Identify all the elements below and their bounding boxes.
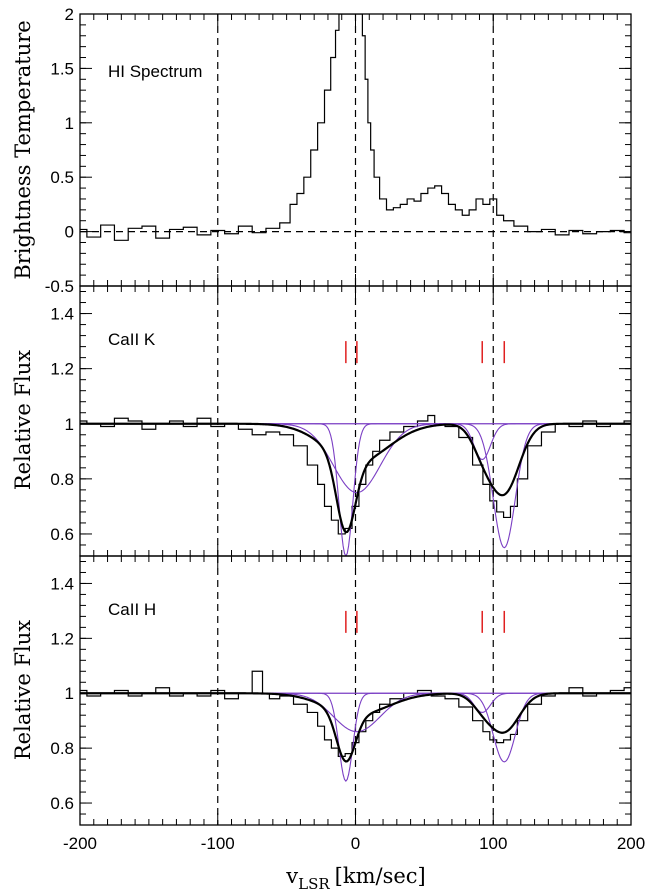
y-tick-label: 0.6 [50, 794, 74, 813]
plot-area [80, 556, 631, 825]
plot-area [80, 286, 631, 556]
caii-k-panel: 0.6 0.8 1 1.2 1.4 [50, 285, 632, 557]
middle-panel-label: CaII K [108, 330, 156, 349]
middle-y-axis-title: Relative Flux [11, 350, 35, 490]
y-tick-label: 1 [65, 114, 74, 133]
y-tick-label: 1.4 [50, 574, 74, 593]
x-tick-label: -200 [63, 834, 97, 853]
bottom-y-axis-title: Relative Flux [11, 620, 35, 760]
x-axis-title: vLSR [km/sec] [285, 864, 425, 893]
y-tick-label: 0.5 [50, 168, 74, 187]
observed-spectrum-line [80, 14, 631, 241]
plot-area [80, 14, 631, 286]
y-tick-label: 1.5 [50, 59, 74, 78]
x-tick-label: -100 [201, 834, 235, 853]
y-tick-label: 0 [65, 223, 74, 242]
top-panel-label: HI Spectrum [108, 62, 202, 81]
total-fit-line [80, 692, 631, 763]
x-axis-title-main: v [285, 864, 298, 888]
x-tick-label: 0 [351, 834, 360, 853]
x-axis-title-unit: [km/sec] [335, 864, 426, 888]
total-fit-line [80, 422, 631, 534]
y-tick-label: 1 [65, 684, 74, 703]
x-tick-label: 200 [617, 834, 645, 853]
top-y-axis-title: Brightness Temperature [11, 20, 35, 279]
observed-spectrum-line [80, 414, 631, 535]
y-tick-label: 2 [65, 5, 74, 24]
caii-h-panel: 0.6 0.8 1 1.2 1.4 -200 -100 0 100 200 [50, 555, 645, 853]
y-tick-label: 0.8 [50, 470, 74, 489]
x-tick-label: 100 [479, 834, 507, 853]
hi-spectrum-panel: -0.5 0 0.5 1 1.5 2 [45, 5, 632, 296]
y-tick-label: -0.5 [45, 277, 74, 296]
y-tick-label: 1.4 [50, 305, 74, 324]
x-axis-title-sub: LSR [298, 875, 330, 893]
y-tick-label: 1.2 [50, 360, 74, 379]
y-tick-label: 1.2 [50, 629, 74, 648]
y-tick-label: 0.6 [50, 525, 74, 544]
y-tick-label: 0.8 [50, 739, 74, 758]
y-tick-label: 1 [65, 415, 74, 434]
bottom-panel-label: CaII H [108, 600, 156, 619]
